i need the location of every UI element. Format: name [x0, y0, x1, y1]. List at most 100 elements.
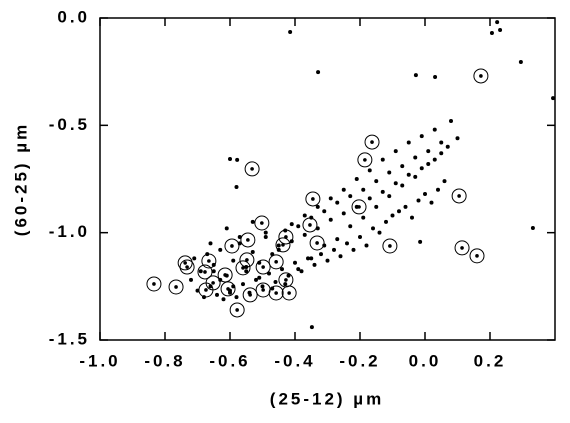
ring — [351, 199, 367, 215]
point — [250, 219, 255, 224]
circled-point — [473, 68, 489, 84]
point — [498, 28, 503, 33]
circled-point — [217, 267, 233, 283]
point — [335, 200, 340, 205]
center-dot — [246, 238, 250, 242]
point — [351, 247, 356, 252]
point — [309, 325, 314, 330]
point — [410, 215, 414, 220]
center-dot — [207, 259, 211, 263]
circled-point — [351, 199, 367, 215]
point — [367, 196, 372, 201]
point — [309, 256, 314, 261]
circled-point — [201, 253, 217, 269]
center-dot — [475, 254, 479, 258]
point — [299, 269, 304, 274]
center-dot — [357, 205, 361, 209]
center-dot — [183, 261, 187, 265]
center-dot — [287, 291, 291, 295]
circled-point — [454, 240, 470, 256]
x-tick-label: -0.8 — [144, 351, 185, 370]
ring — [240, 232, 256, 248]
ring — [382, 238, 398, 254]
circled-point — [357, 152, 373, 168]
ring — [239, 252, 255, 268]
center-dot — [274, 291, 278, 295]
circled-point — [451, 188, 467, 204]
center-dot — [363, 158, 367, 162]
point — [371, 226, 375, 231]
point — [341, 211, 346, 216]
point — [288, 29, 293, 34]
point — [413, 155, 418, 160]
point — [374, 179, 379, 184]
point — [455, 136, 460, 141]
circled-point — [179, 259, 195, 275]
ring — [255, 259, 271, 275]
point — [348, 194, 353, 199]
circled-point — [364, 134, 380, 150]
point — [367, 168, 372, 173]
ring — [275, 237, 291, 253]
point — [302, 232, 307, 237]
point — [312, 262, 317, 267]
point — [387, 170, 392, 175]
circled-point — [255, 259, 271, 275]
center-dot — [388, 244, 392, 248]
point — [224, 226, 229, 231]
ring — [469, 248, 485, 264]
ring — [454, 240, 470, 256]
circled-point — [240, 232, 256, 248]
ring — [197, 264, 213, 280]
y-tick-label: -1.0 — [49, 222, 90, 241]
point — [345, 241, 349, 246]
point — [328, 196, 333, 201]
x-axis-label: (25-12) µm — [270, 389, 384, 408]
point — [426, 161, 431, 166]
point — [348, 224, 353, 229]
point — [361, 215, 366, 220]
point — [433, 75, 438, 80]
point — [489, 31, 494, 36]
center-dot — [235, 308, 239, 312]
point — [449, 119, 453, 124]
circled-point — [177, 255, 193, 271]
point — [192, 256, 197, 261]
ring — [357, 152, 373, 168]
point — [390, 213, 395, 218]
point — [273, 280, 278, 285]
point — [198, 269, 203, 274]
ring — [205, 275, 221, 291]
circled-point — [278, 229, 294, 245]
center-dot — [226, 287, 230, 291]
point — [332, 247, 336, 252]
circled-point — [205, 275, 221, 291]
center-dot — [185, 265, 189, 269]
point — [495, 20, 500, 25]
ring — [244, 161, 260, 177]
point — [393, 149, 398, 154]
point — [445, 144, 450, 149]
x-tick-label: -0.6 — [209, 351, 250, 370]
ring — [451, 188, 467, 204]
point — [296, 267, 301, 272]
x-tick-label: -0.4 — [274, 351, 315, 370]
x-tick-label: -1.0 — [79, 351, 120, 370]
ring — [278, 229, 294, 245]
center-dot — [457, 194, 461, 198]
point — [384, 219, 388, 224]
point — [377, 230, 382, 235]
circled-point — [302, 217, 318, 233]
point — [208, 241, 213, 246]
point — [241, 282, 245, 287]
plot-frame — [99, 17, 556, 341]
point — [439, 140, 444, 145]
point — [189, 277, 193, 282]
point — [393, 181, 398, 186]
center-dot — [370, 140, 374, 144]
point — [397, 209, 401, 214]
point — [436, 187, 440, 192]
point — [419, 134, 424, 139]
point — [530, 225, 535, 230]
center-dot — [315, 241, 319, 245]
